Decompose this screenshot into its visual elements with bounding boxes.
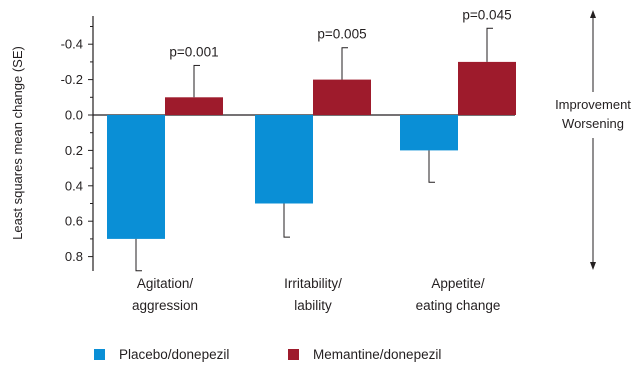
category-label-line1: Irritability/	[284, 276, 342, 291]
y-tick-label: 0.6	[65, 214, 83, 229]
arrow-down-head-icon	[590, 262, 596, 270]
direction-indicator: Improvement Worsening	[555, 10, 631, 270]
bar	[400, 115, 458, 151]
legend-label: Placebo/donepezil	[119, 347, 229, 362]
p-value-label: p=0.005	[317, 27, 366, 42]
category-label-line1: Agitation/	[137, 276, 194, 291]
category-label-line2: aggression	[132, 298, 198, 313]
y-tick-label: -0.2	[61, 72, 83, 87]
legend-swatch	[288, 349, 299, 360]
arrow-up-head-icon	[590, 10, 596, 18]
bar	[107, 115, 165, 239]
p-value-annotations: p=0.001 p=0.005 p=0.045	[169, 7, 511, 59]
legend-label: Memantine/donepezil	[313, 347, 441, 362]
error-bars	[135, 27, 493, 272]
category-labels: Agitation/aggression Irritability/labilit…	[132, 276, 500, 313]
category-label-line2: lability	[294, 298, 332, 313]
y-tick-label: 0.4	[65, 178, 83, 193]
category-label-line2: eating change	[416, 298, 501, 313]
y-tick-label: -0.4	[61, 37, 83, 52]
bar	[458, 61, 516, 115]
y-tick-label: 0.0	[65, 108, 83, 123]
y-tick-label: 0.8	[65, 249, 83, 264]
bar	[165, 97, 223, 115]
p-value-label: p=0.045	[462, 7, 511, 22]
p-value-label: p=0.001	[169, 44, 218, 59]
bars	[107, 61, 516, 239]
bar	[255, 115, 313, 204]
legend-swatch	[94, 349, 105, 360]
category-label-line1: Appetite/	[431, 276, 485, 291]
legend: Placebo/donepezil Memantine/donepezil	[94, 347, 441, 362]
y-axis-ticks: -0.4 -0.2 0.0 0.2 0.4 0.6 0.8	[61, 26, 93, 264]
y-axis-label: Least squares mean change (SE)	[10, 46, 25, 240]
y-tick-label: 0.2	[65, 143, 83, 158]
bar	[313, 79, 371, 115]
improvement-label: Improvement	[555, 97, 631, 112]
worsening-label: Worsening	[562, 116, 624, 131]
